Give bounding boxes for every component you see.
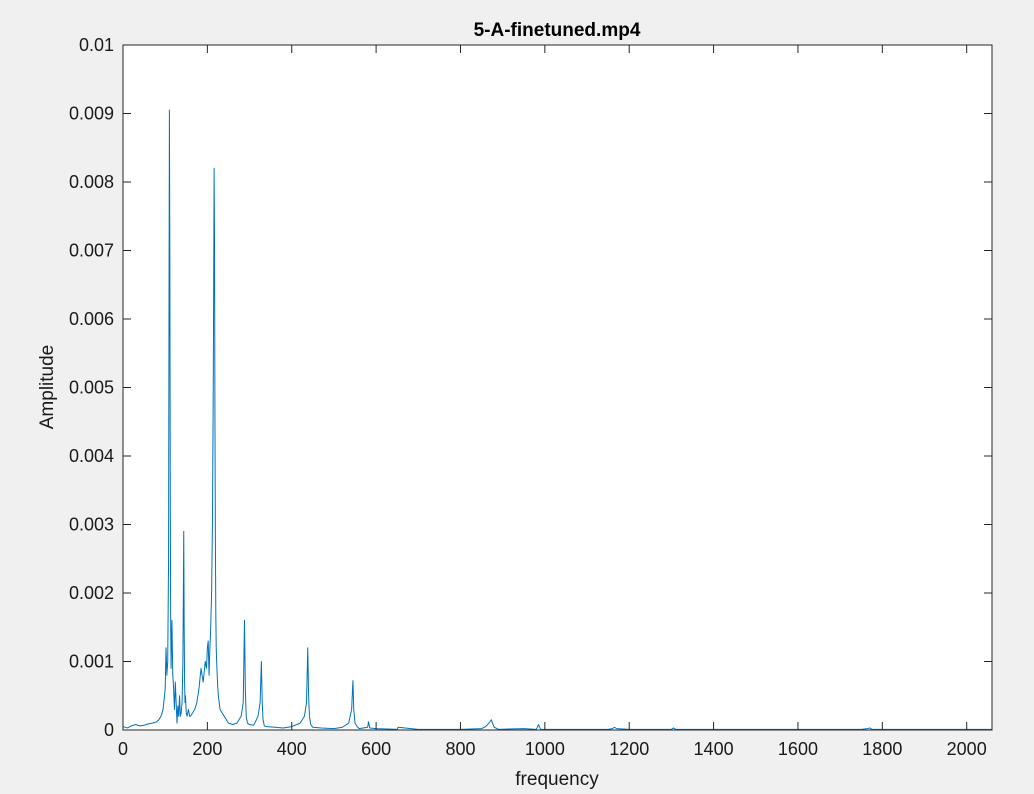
data-layer [122, 109, 992, 730]
y-tick-label: 0.01 [79, 35, 114, 55]
x-tick-label: 200 [192, 739, 222, 759]
plot-area [123, 45, 992, 730]
x-tick-label: 800 [445, 739, 475, 759]
y-tick-label: 0.002 [69, 583, 114, 603]
y-tick-label: 0.003 [69, 515, 114, 535]
x-tick-label: 1800 [862, 739, 902, 759]
y-tick-label: 0 [104, 720, 114, 740]
chart-title: 5-A-finetuned.mp4 [474, 20, 641, 41]
y-tick-label: 0.001 [69, 652, 114, 672]
x-axis: 0 200 400 600 800 1000 1200 1400 1600 1800 2000 [118, 45, 987, 759]
x-tick-label: 1400 [694, 739, 734, 759]
y-axis-label: Amplitude [37, 345, 58, 430]
y-tick-label: 0.004 [69, 446, 114, 466]
x-tick-label: 0 [118, 739, 128, 759]
x-tick-label: 1000 [525, 739, 565, 759]
y-tick-label: 0.009 [69, 104, 114, 124]
x-tick-label: 400 [277, 739, 307, 759]
series-line-0 [122, 109, 992, 730]
y-axis: 0 0.001 0.002 0.003 0.004 0.005 0.006 0.007 0.00… [69, 35, 992, 740]
x-tick-label: 1200 [609, 739, 649, 759]
y-tick-label: 0.008 [69, 172, 114, 192]
y-tick-label: 0.007 [69, 241, 114, 261]
y-tick-label: 0.005 [69, 378, 114, 398]
x-axis-label: frequency [515, 769, 599, 790]
x-tick-label: 1600 [778, 739, 818, 759]
x-tick-label: 2000 [947, 739, 987, 759]
y-tick-label: 0.006 [69, 309, 114, 329]
x-tick-label: 600 [361, 739, 391, 759]
